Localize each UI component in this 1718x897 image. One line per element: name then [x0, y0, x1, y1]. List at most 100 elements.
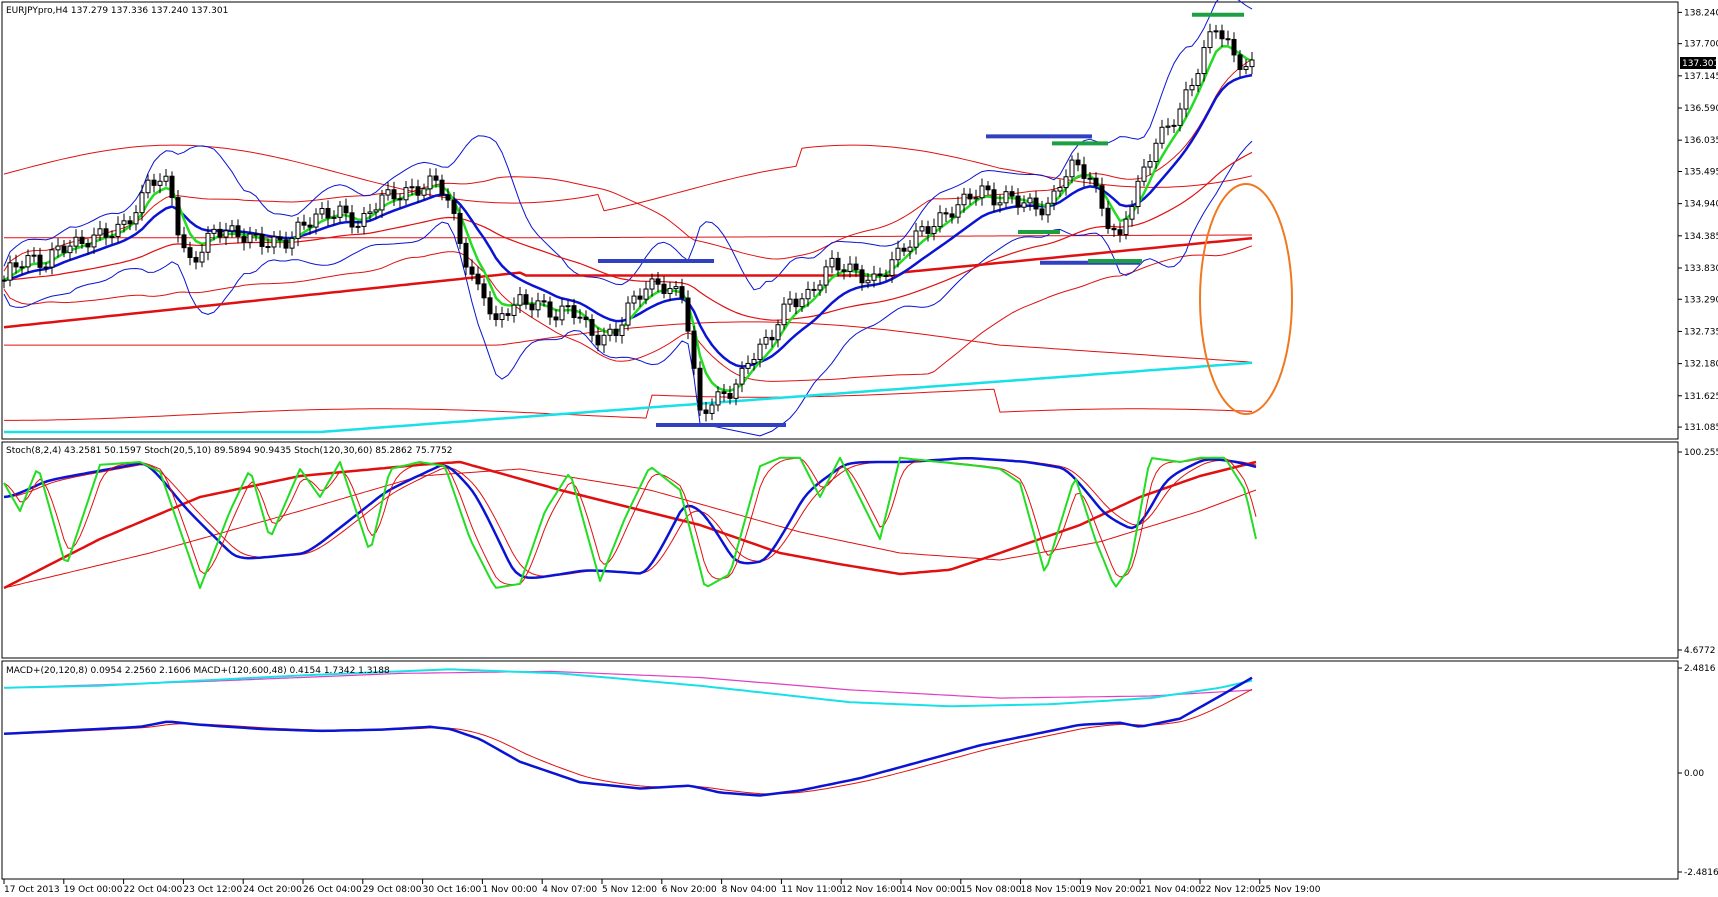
candle-body — [601, 334, 607, 346]
candle-body — [1093, 177, 1099, 187]
candle-body — [55, 245, 61, 251]
candle-body — [319, 207, 325, 215]
candle-body — [127, 220, 133, 225]
candle-body — [973, 197, 979, 200]
candle-body — [985, 185, 991, 191]
candle-body — [847, 263, 853, 272]
stoch-panel — [1, 441, 1679, 659]
time-tick-label: 26 Oct 04:00 — [303, 885, 362, 895]
candle-body — [19, 266, 25, 269]
candle-body — [265, 246, 271, 249]
candle-body — [415, 186, 421, 196]
time-tick-label: 18 Nov 15:00 — [1021, 885, 1082, 895]
red-ma-line — [3, 151, 1253, 321]
candle-body — [745, 362, 751, 369]
candle-body — [661, 283, 667, 294]
stoch-tick-label: 100.2558 — [1684, 448, 1718, 458]
candle-body — [1219, 30, 1225, 40]
candle-body — [1195, 73, 1201, 87]
candle-body — [925, 226, 931, 234]
candle-body — [259, 233, 265, 248]
candle-body — [235, 225, 241, 238]
candle-body — [547, 301, 553, 318]
time-tick-label: 19 Nov 20:00 — [1080, 885, 1141, 895]
candle-body — [703, 409, 709, 414]
candle-body — [469, 266, 475, 275]
time-tick-label: 11 Nov 11:00 — [781, 885, 842, 895]
time-tick-label: 30 Oct 16:00 — [423, 885, 482, 895]
time-tick-label: 8 Nov 04:00 — [722, 885, 777, 895]
candle-body — [1213, 30, 1219, 33]
candle-body — [787, 298, 793, 305]
macd-panel — [1, 660, 1679, 880]
candle-body — [631, 295, 637, 304]
price-tick-label: 138.240 — [1684, 8, 1718, 18]
candle-body — [859, 269, 865, 284]
candle-body — [721, 391, 727, 395]
candle-body — [43, 266, 49, 269]
candle-body — [679, 286, 685, 299]
candle-body — [1207, 31, 1213, 49]
candle-body — [853, 263, 859, 271]
candle-body — [685, 297, 691, 332]
time-tick-label: 29 Oct 08:00 — [363, 885, 422, 895]
candle-body — [361, 213, 367, 227]
candle-body — [79, 236, 85, 245]
candle-body — [1231, 38, 1237, 56]
candle-body — [283, 239, 289, 249]
candle-body — [409, 186, 415, 189]
price-tick-label: 136.590 — [1684, 104, 1718, 114]
candle-body — [919, 226, 925, 232]
candle-body — [829, 257, 835, 268]
candle-body — [895, 247, 901, 261]
candle-body — [1069, 159, 1075, 178]
time-tick-label: 24 Oct 20:00 — [243, 885, 302, 895]
candle-body — [139, 192, 145, 214]
candle-body — [1021, 202, 1027, 208]
candle-body — [529, 303, 535, 311]
red-band-lower-line — [3, 245, 1253, 382]
candle-body — [559, 305, 565, 321]
candle-body — [457, 212, 463, 244]
time-tick-label: 6 Nov 20:00 — [662, 885, 717, 895]
red-long-ma-line — [3, 236, 1253, 329]
candle-body — [301, 221, 307, 226]
candle-body — [439, 179, 445, 196]
candle-body — [1189, 85, 1195, 91]
candle-body — [1201, 47, 1207, 75]
candle-body — [187, 247, 193, 258]
candle-body — [25, 255, 31, 268]
candle-body — [1153, 142, 1159, 162]
price-tick-label: 136.035 — [1684, 136, 1718, 146]
candle-body — [349, 212, 355, 228]
candle-body — [169, 175, 175, 199]
candle-body — [499, 313, 505, 321]
candle-body — [181, 234, 187, 249]
candle-body — [931, 226, 937, 234]
candle-body — [535, 300, 541, 311]
candle-body — [751, 358, 757, 364]
candle-body — [691, 330, 697, 369]
candle-body — [421, 188, 427, 196]
candle-body — [871, 273, 877, 281]
macd-series-layer — [3, 668, 1253, 797]
time-tick-label: 17 Oct 2013 — [4, 885, 60, 895]
candle-body — [313, 213, 319, 228]
candle-body — [1117, 229, 1123, 236]
macd-tick-label: 0.00 — [1684, 769, 1704, 779]
candle-body — [577, 316, 583, 319]
price-tick-label: 132.180 — [1684, 360, 1718, 370]
candle-body — [1177, 108, 1183, 126]
candle-body — [889, 259, 895, 276]
candle-body — [247, 233, 253, 243]
candle-body — [1135, 180, 1141, 208]
candle-body — [277, 236, 283, 241]
candle-body — [793, 298, 799, 308]
time-tick-label: 19 Oct 00:00 — [64, 885, 123, 895]
candle-body — [1051, 190, 1057, 204]
price-tick-label: 133.290 — [1684, 295, 1718, 305]
red-band-upper-line — [3, 58, 1253, 272]
candle-body — [1165, 125, 1171, 128]
candle-body — [667, 288, 673, 294]
